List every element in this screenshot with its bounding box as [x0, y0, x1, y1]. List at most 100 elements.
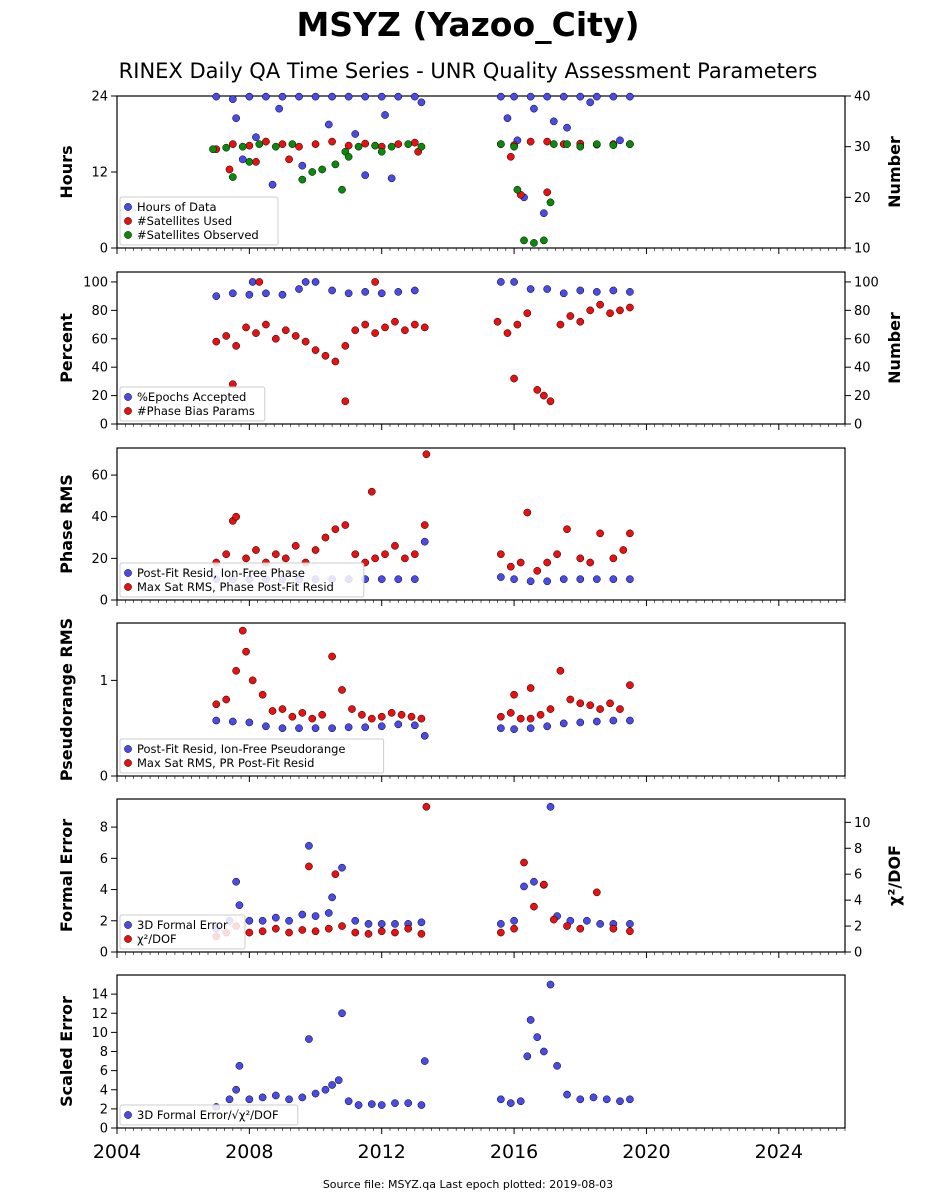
legend-box	[119, 386, 266, 422]
data-point	[563, 140, 571, 148]
data-point	[331, 357, 340, 366]
footer-source: Source file: MSYZ.qa Last epoch plotted:…	[323, 1178, 613, 1191]
data-point	[291, 542, 300, 550]
data-point	[377, 92, 386, 101]
data-point	[549, 140, 558, 148]
data-point	[367, 714, 376, 723]
data-point	[324, 924, 333, 933]
data-point	[407, 712, 416, 721]
data-point	[586, 701, 595, 710]
data-point	[530, 877, 538, 886]
y-tick-label: 0	[100, 1122, 108, 1137]
data-point	[410, 550, 419, 559]
y-tick-label: 60	[91, 469, 108, 484]
data-point	[497, 724, 505, 733]
data-point	[543, 722, 552, 731]
data-point	[367, 1100, 376, 1108]
panel-4: 0 1 Pseudorange RMS Post-Fit Resid, Ion-Fre…	[57, 618, 846, 785]
data-point	[417, 929, 426, 938]
data-point	[523, 508, 532, 517]
data-point	[526, 724, 535, 733]
data-point	[344, 723, 353, 732]
data-point	[311, 724, 320, 733]
data-point	[510, 690, 518, 699]
data-point	[543, 577, 552, 586]
data-point	[262, 289, 270, 298]
data-point	[503, 114, 512, 123]
data-point	[576, 286, 585, 295]
data-point	[596, 300, 604, 309]
data-point	[298, 161, 307, 170]
data-point	[331, 160, 340, 169]
data-point	[596, 920, 604, 928]
data-point	[328, 724, 336, 733]
legend-label: Post-Fit Resid, Ion-Free Phase	[137, 566, 305, 580]
data-point	[510, 92, 518, 101]
data-point	[586, 306, 595, 315]
figure-title: MSYZ (Yazoo_City)	[296, 5, 639, 44]
y-axis-label: Pseudorange RMS	[57, 618, 76, 781]
data-point	[285, 928, 293, 937]
data-point	[301, 337, 310, 346]
data-point	[417, 98, 426, 107]
data-point	[377, 927, 386, 936]
data-point	[420, 537, 429, 546]
data-point	[626, 575, 634, 584]
legend-label: Post-Fit Resid, Ion-Free Pseudorange	[137, 742, 345, 756]
data-point	[420, 1057, 429, 1065]
data-point	[533, 1033, 542, 1042]
data-point	[358, 710, 366, 719]
legend-marker	[124, 217, 132, 225]
y-tick-label: 8	[100, 1045, 108, 1060]
data-point	[377, 920, 386, 928]
data-point	[549, 915, 558, 924]
data-point	[553, 550, 561, 559]
data-point	[616, 136, 624, 145]
data-point	[536, 710, 545, 719]
data-point	[245, 141, 254, 150]
data-point	[609, 575, 618, 584]
data-point	[520, 882, 528, 891]
data-point	[609, 716, 618, 725]
legend-marker	[124, 203, 132, 211]
data-point	[592, 140, 601, 148]
data-point	[275, 104, 283, 113]
data-point	[523, 1052, 532, 1061]
data-point	[212, 292, 221, 300]
data-point	[602, 1095, 611, 1104]
data-point	[497, 920, 505, 928]
data-point	[530, 239, 538, 247]
x-tick-label: 2020	[622, 1141, 670, 1163]
data-point	[543, 558, 552, 567]
data-point	[338, 863, 346, 872]
data-point	[311, 92, 320, 101]
data-point	[245, 928, 254, 937]
data-point	[510, 374, 518, 383]
y-tick-label: 8	[100, 821, 108, 836]
y-right-tick-label: 0	[854, 946, 862, 961]
legend-label: %Epochs Accepted	[137, 390, 246, 404]
legend-marker	[124, 393, 132, 401]
x-tick-label: 2008	[225, 1141, 273, 1163]
legend-marker	[124, 1111, 132, 1119]
legend-marker	[124, 745, 132, 753]
data-point	[351, 326, 360, 335]
data-point	[268, 180, 277, 189]
panel-6: 0 2 4 6 8 10 12 14 Scaled Error 3D Formal Error/√…	[57, 974, 846, 1137]
y-tick-label: 20	[91, 389, 108, 404]
data-point	[530, 902, 538, 911]
y-axis-label: Hours	[57, 145, 76, 198]
data-point	[331, 525, 340, 534]
data-point	[410, 92, 419, 101]
data-point	[331, 870, 340, 879]
data-point	[543, 92, 552, 101]
data-point	[387, 709, 396, 717]
y-tick-label: 1	[100, 674, 108, 689]
x-axis-labels: 2004 2008 2012 2016 2020 2024	[93, 1141, 803, 1163]
data-point	[516, 714, 525, 723]
data-point	[338, 185, 346, 194]
data-point	[288, 140, 297, 148]
data-point	[232, 342, 240, 350]
data-point	[606, 699, 614, 708]
